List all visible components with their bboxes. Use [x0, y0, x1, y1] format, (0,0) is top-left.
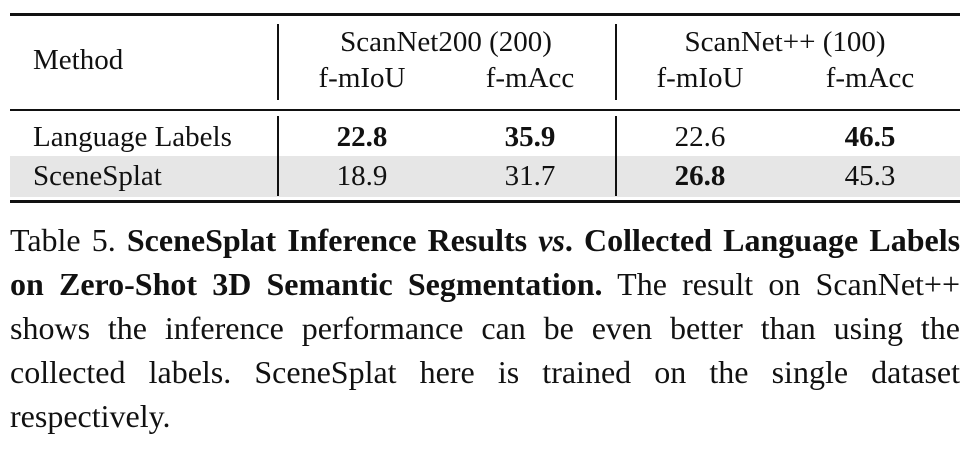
body-divider-2 [615, 116, 617, 196]
table-cell: 26.8 [674, 160, 726, 192]
method-column-header: Method [33, 44, 124, 76]
caption-body: The result on ScanNet++ shows the infere… [10, 266, 961, 434]
metric-header-scannet200-fmacc: f-mAcc [485, 62, 575, 94]
caption-title-vs: vs [538, 222, 565, 258]
table-bottom-rule [10, 200, 960, 203]
table-row-shading [10, 156, 960, 197]
table-cell: 35.9 [504, 121, 556, 153]
table-cell: 18.9 [336, 160, 388, 192]
caption-title-part2: . Collected Language Labels on Zero-Shot… [10, 222, 961, 302]
body-divider-1 [277, 116, 279, 196]
group-header-scannetpp: ScanNet++ (100) [684, 26, 886, 58]
table-cell: 31.7 [504, 160, 556, 192]
table-header-rule [10, 109, 960, 111]
table-cell: 46.5 [844, 121, 896, 153]
caption-title-part1: SceneSplat Inference Results [126, 222, 528, 258]
table-cell: 22.8 [336, 121, 388, 153]
table-top-rule [10, 13, 960, 16]
metric-header-scannetpp-fmacc: f-mAcc [825, 62, 915, 94]
group-header-scannet200: ScanNet200 (200) [340, 26, 552, 58]
table-cell: 22.6 [674, 121, 726, 153]
table-caption: Table 5. SceneSplat Inference Results vs… [10, 218, 960, 438]
table-cell: 45.3 [844, 160, 896, 192]
row-method-language-labels: Language Labels [33, 121, 232, 153]
row-method-scenesplat: SceneSplat [33, 160, 162, 192]
metric-header-scannet200-fmiou: f-mIoU [318, 62, 406, 94]
header-divider-2 [615, 24, 617, 100]
caption-label: Table 5. [10, 222, 116, 258]
metric-header-scannetpp-fmiou: f-mIoU [656, 62, 744, 94]
header-divider-1 [277, 24, 279, 100]
